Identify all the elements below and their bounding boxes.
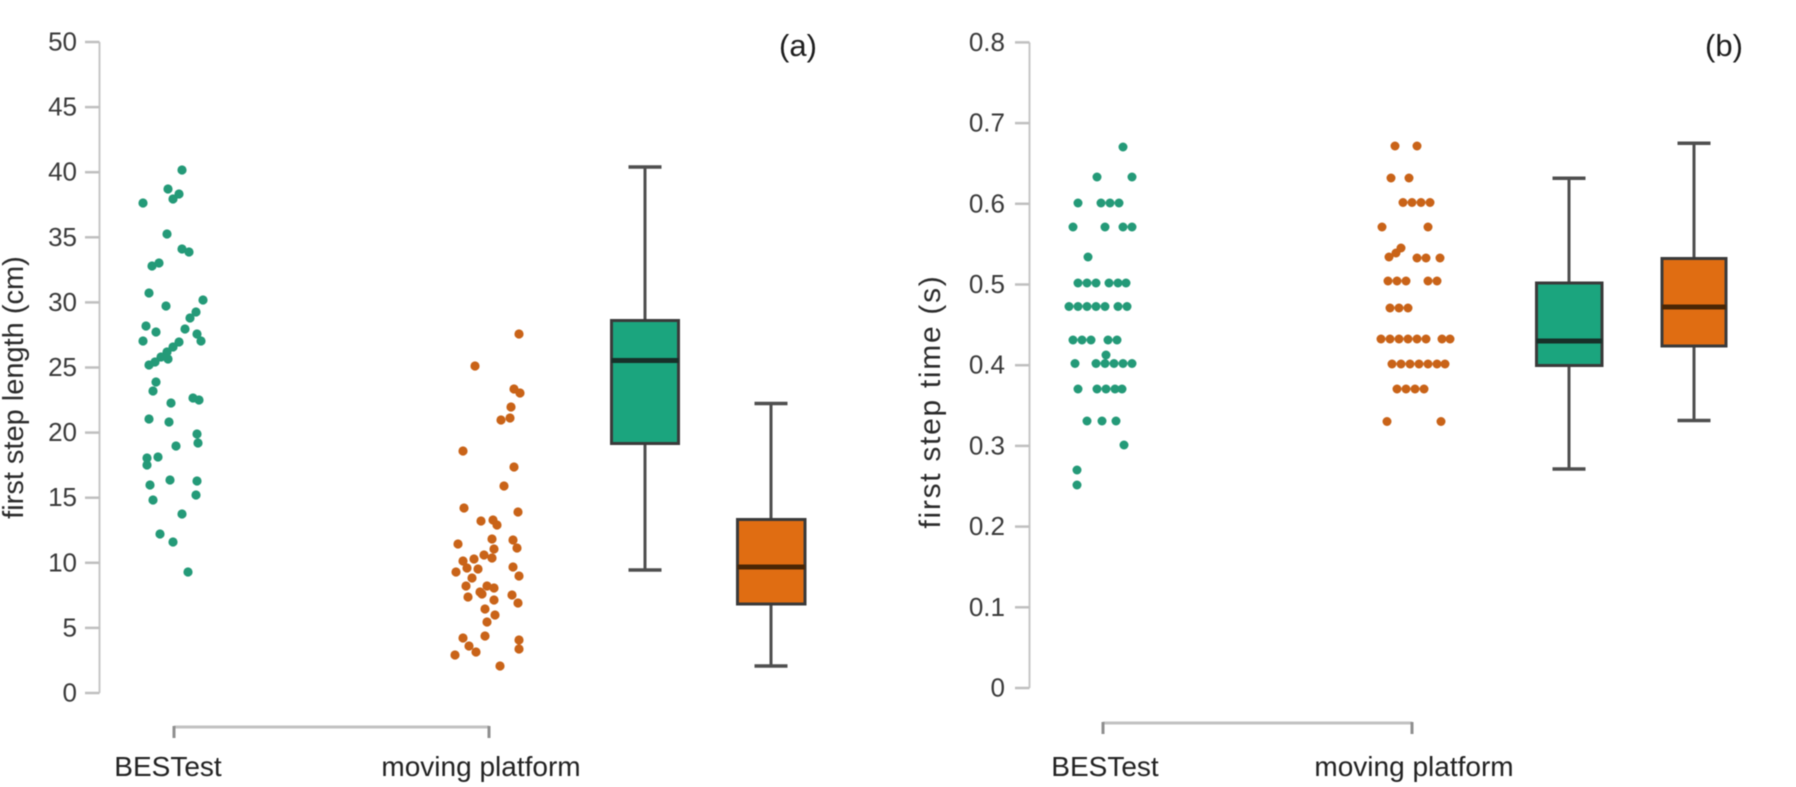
svg-text:25: 25 xyxy=(48,352,77,382)
svg-text:35: 35 xyxy=(48,222,77,252)
svg-text:0.4: 0.4 xyxy=(969,350,1005,380)
svg-text:0: 0 xyxy=(63,678,77,708)
svg-text:5: 5 xyxy=(63,612,77,642)
svg-text:moving platform: moving platform xyxy=(381,751,580,782)
svg-text:0.3: 0.3 xyxy=(969,430,1005,460)
svg-text:40: 40 xyxy=(48,157,77,187)
svg-text:first step length (cm): first step length (cm) xyxy=(0,256,30,519)
svg-text:0.1: 0.1 xyxy=(969,592,1005,622)
svg-text:30: 30 xyxy=(48,287,77,317)
svg-text:(a): (a) xyxy=(779,28,817,63)
svg-text:BESTest: BESTest xyxy=(114,751,222,782)
svg-text:0.8: 0.8 xyxy=(969,27,1005,57)
svg-text:0.2: 0.2 xyxy=(969,511,1005,541)
svg-text:moving platform: moving platform xyxy=(1314,751,1513,782)
svg-text:0.7: 0.7 xyxy=(969,108,1005,138)
svg-text:0.5: 0.5 xyxy=(969,269,1005,299)
svg-text:(b): (b) xyxy=(1705,28,1743,63)
svg-text:first step time (s): first step time (s) xyxy=(914,275,947,529)
svg-text:50: 50 xyxy=(48,27,77,57)
svg-text:10: 10 xyxy=(48,547,77,577)
svg-text:45: 45 xyxy=(48,92,77,122)
svg-text:15: 15 xyxy=(48,482,77,512)
svg-text:0: 0 xyxy=(991,673,1005,703)
svg-text:0.6: 0.6 xyxy=(969,188,1005,218)
svg-text:BESTest: BESTest xyxy=(1051,751,1159,782)
svg-text:20: 20 xyxy=(48,417,77,447)
